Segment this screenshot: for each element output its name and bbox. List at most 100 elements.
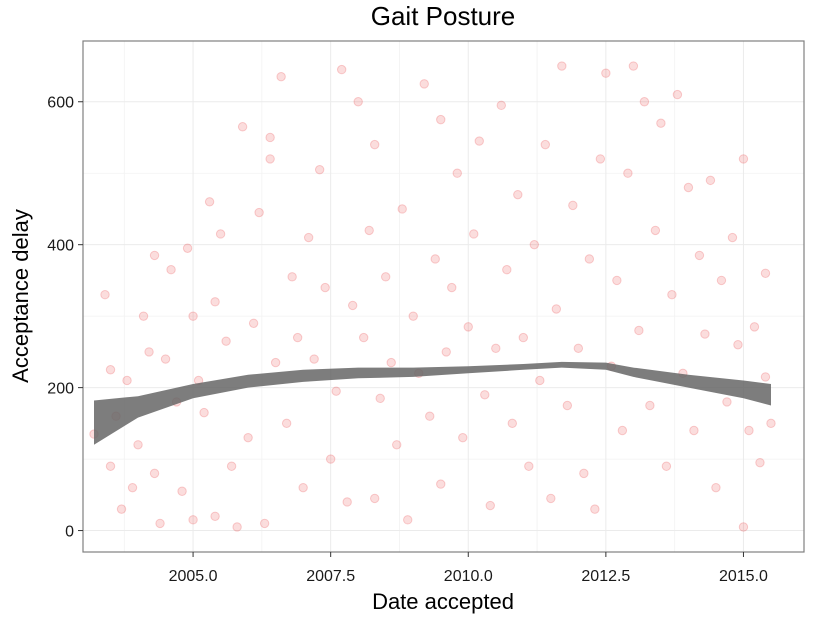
data-point (518, 332, 529, 343)
data-point (650, 225, 661, 236)
data-point (645, 400, 655, 411)
data-point (381, 272, 391, 282)
data-point (204, 197, 215, 207)
data-point (447, 282, 457, 293)
data-point (397, 204, 407, 214)
data-point (755, 457, 765, 468)
data-point (485, 500, 495, 511)
data-point (265, 132, 275, 143)
data-point (100, 290, 110, 300)
data-point (281, 418, 292, 429)
data-point (177, 486, 187, 496)
data-point (672, 89, 683, 100)
data-point (199, 407, 209, 418)
data-point (711, 482, 721, 493)
data-point (254, 207, 264, 218)
data-point (760, 372, 771, 382)
data-point (221, 336, 231, 346)
data-point (590, 504, 600, 514)
data-point (502, 264, 512, 275)
data-point (314, 164, 325, 175)
data-point (441, 347, 451, 357)
chart-title: Gait Posture (371, 1, 516, 31)
data-point (127, 482, 138, 493)
data-point (469, 229, 479, 239)
data-point (738, 154, 749, 164)
data-point (342, 497, 352, 507)
data-point (105, 461, 116, 471)
data-point (766, 418, 776, 429)
data-point (210, 297, 220, 307)
data-point (738, 522, 749, 532)
data-point (138, 311, 149, 321)
data-point (105, 365, 116, 375)
data-point (689, 425, 699, 436)
data-point (760, 268, 771, 278)
data-point (226, 461, 237, 471)
data-point (419, 79, 429, 89)
data-point (722, 397, 732, 407)
data-point (403, 515, 413, 525)
y-tick-label: 0 (65, 524, 74, 541)
data-point (683, 182, 694, 193)
data-point (336, 64, 347, 75)
data-point (749, 322, 760, 332)
data-point (358, 332, 369, 343)
data-point (463, 322, 473, 332)
x-tick-label: 2005.0 (169, 568, 218, 585)
x-axis-title: Date accepted (372, 589, 514, 614)
y-tick-label: 600 (47, 95, 74, 112)
data-point (727, 232, 738, 243)
data-point (160, 354, 171, 364)
data-points (89, 61, 776, 532)
data-point (425, 411, 435, 421)
data-point (480, 390, 490, 400)
data-point (248, 318, 259, 329)
data-point (507, 418, 517, 429)
data-point (320, 282, 330, 293)
data-point (716, 275, 727, 286)
data-point (276, 72, 286, 82)
data-point (182, 243, 193, 253)
data-point (265, 154, 275, 164)
data-point (133, 440, 143, 450)
data-point (496, 100, 506, 111)
x-tick-label: 2012.5 (581, 568, 630, 585)
data-point (408, 311, 418, 321)
data-point (667, 290, 677, 300)
data-point (584, 254, 595, 264)
data-point (325, 454, 336, 464)
data-point (705, 175, 716, 186)
data-point (623, 168, 633, 178)
data-point (259, 518, 270, 529)
data-point (546, 493, 556, 504)
data-point (628, 61, 639, 71)
data-point (430, 254, 440, 264)
data-point (436, 114, 446, 125)
smooth-band (94, 361, 771, 445)
data-point (215, 229, 226, 239)
data-point (540, 139, 551, 150)
data-point (237, 122, 248, 132)
data-point (149, 250, 160, 261)
data-point (331, 386, 341, 396)
x-tick-label: 2007.5 (306, 568, 355, 585)
data-point (270, 357, 281, 368)
data-point (595, 154, 606, 164)
data-point (700, 329, 710, 339)
data-point (392, 440, 402, 450)
data-point (634, 325, 644, 336)
data-point (744, 425, 754, 436)
data-point (243, 432, 253, 443)
data-point (436, 479, 446, 489)
y-tick-label: 400 (47, 238, 74, 255)
data-point (303, 232, 314, 243)
data-point (232, 522, 242, 532)
data-point (639, 97, 650, 107)
data-point (617, 425, 628, 436)
data-point (364, 225, 374, 236)
data-point (188, 515, 198, 525)
data-point (375, 393, 385, 404)
data-point (149, 468, 160, 479)
